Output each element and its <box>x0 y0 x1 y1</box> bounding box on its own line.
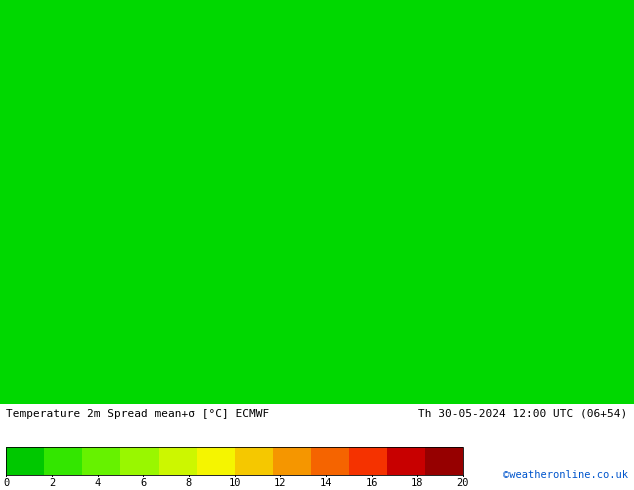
Bar <box>273 447 311 474</box>
Text: 6: 6 <box>140 478 146 488</box>
Text: 10: 10 <box>228 478 241 488</box>
Bar <box>82 447 120 474</box>
Text: Temperature 2m Spread mean+σ [°C] ECMWF: Temperature 2m Spread mean+σ [°C] ECMWF <box>6 409 269 418</box>
Text: 12: 12 <box>274 478 287 488</box>
Text: 16: 16 <box>365 478 378 488</box>
Text: 14: 14 <box>320 478 332 488</box>
Bar <box>349 447 387 474</box>
Bar <box>387 447 425 474</box>
Bar <box>425 447 463 474</box>
Text: 18: 18 <box>411 478 424 488</box>
Text: Th 30-05-2024 12:00 UTC (06+54): Th 30-05-2024 12:00 UTC (06+54) <box>418 409 628 418</box>
Text: 20: 20 <box>456 478 469 488</box>
Bar <box>197 447 235 474</box>
Bar <box>120 447 158 474</box>
Text: 2: 2 <box>49 478 55 488</box>
Bar <box>158 447 197 474</box>
Text: 0: 0 <box>3 478 10 488</box>
Text: 8: 8 <box>186 478 192 488</box>
Bar <box>311 447 349 474</box>
Bar <box>44 447 82 474</box>
Bar <box>6 447 44 474</box>
Text: ©weatheronline.co.uk: ©weatheronline.co.uk <box>503 470 628 480</box>
Text: 4: 4 <box>94 478 101 488</box>
Bar <box>235 447 273 474</box>
Bar <box>6 447 463 474</box>
